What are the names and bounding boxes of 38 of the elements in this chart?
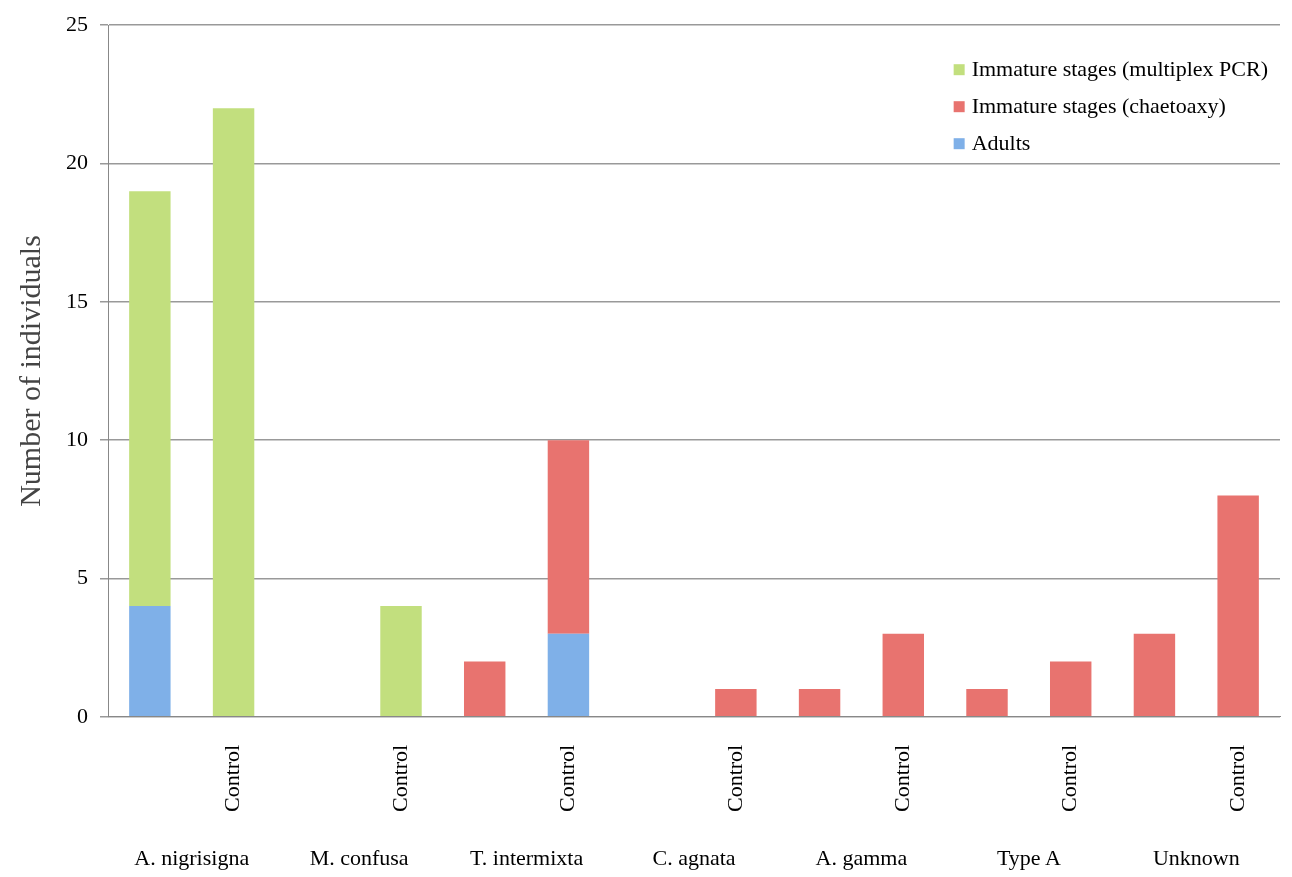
bar	[129, 191, 171, 607]
text: Type A	[996, 845, 1061, 870]
x-tick-label: Control	[219, 744, 245, 813]
bar	[798, 689, 841, 717]
x-tick-label: Control	[1223, 744, 1249, 813]
y-tick-label: 10	[66, 425, 88, 451]
text: M. confusa	[309, 845, 409, 870]
bar	[212, 108, 255, 717]
legend-label: Adults	[971, 129, 1031, 155]
y-axis-title: Number of individuals	[12, 235, 46, 507]
text: A. gamma	[815, 845, 908, 870]
bar	[129, 606, 171, 717]
bar	[715, 689, 757, 717]
y-tick-label: 20	[66, 149, 88, 175]
text: A. nigrisigna	[134, 845, 250, 870]
bar	[1217, 495, 1259, 717]
x-tick-label: Control	[1056, 744, 1082, 813]
text: T. intermixta	[469, 845, 584, 870]
y-tick-label: 0	[77, 702, 88, 728]
text: C. agnata	[652, 845, 736, 870]
bar	[380, 606, 422, 717]
x-tick-label: Control	[554, 744, 580, 813]
bar	[1049, 661, 1092, 717]
text: Unknown	[1152, 845, 1240, 870]
bar	[547, 440, 590, 634]
bar	[882, 633, 925, 717]
legend-label: Immature stages (multiplex PCR)	[971, 55, 1269, 81]
bar	[547, 633, 590, 717]
legend-label: Immature stages (chaetoaxy)	[971, 92, 1226, 118]
y-tick-label: 25	[66, 10, 88, 36]
bar	[464, 661, 506, 717]
y-tick-label: 5	[77, 564, 88, 590]
x-tick-label: Control	[721, 744, 747, 813]
bar	[1133, 633, 1176, 717]
x-tick-label: Control	[889, 744, 915, 813]
bar	[966, 689, 1008, 717]
y-tick-label: 15	[66, 287, 88, 313]
x-tick-label: Control	[386, 744, 412, 813]
